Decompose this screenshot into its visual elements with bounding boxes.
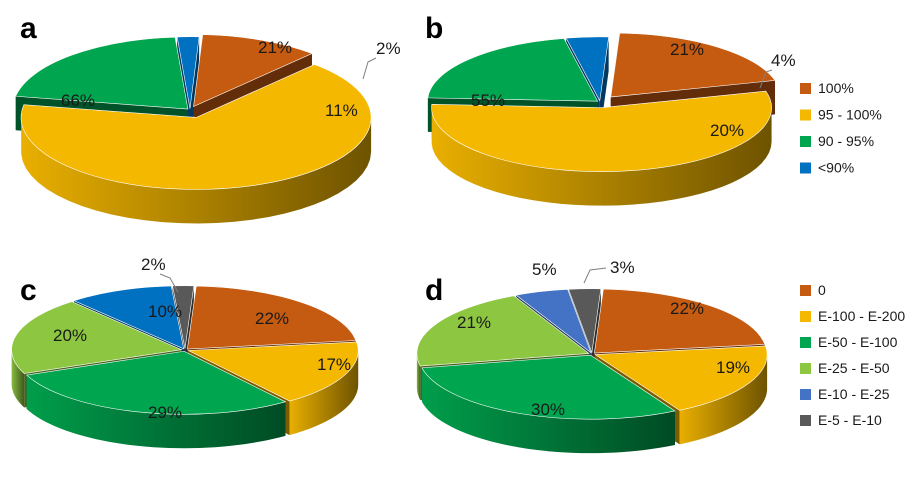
data-label: 30% bbox=[531, 400, 565, 419]
legend-top: 100% 95 - 100% 90 - 95% <90% bbox=[800, 80, 882, 176]
data-label: 2% bbox=[376, 39, 401, 58]
leader-line bbox=[759, 69, 773, 89]
data-label: 21% bbox=[457, 313, 491, 332]
data-label: 22% bbox=[670, 299, 704, 318]
legend-swatch bbox=[800, 311, 811, 322]
legend-label: E-5 - E-10 bbox=[818, 412, 882, 428]
legend-swatch bbox=[800, 285, 811, 296]
slice-side bbox=[21, 117, 372, 224]
slice-95-100- bbox=[20, 64, 372, 190]
legend-label: 100% bbox=[818, 80, 854, 96]
slice-e-10-e-25 bbox=[515, 289, 592, 354]
legend-label: <90% bbox=[818, 160, 854, 176]
panel-letter-a: a bbox=[20, 12, 37, 45]
data-label: 19% bbox=[716, 358, 750, 377]
legend-label: E-25 - E-50 bbox=[818, 360, 890, 376]
pie-chart-a: a 11% 66% 21% 2% bbox=[15, 12, 401, 224]
pie-chart-d: d 22% 19% 30% 21% 5% 3% bbox=[416, 258, 768, 454]
panel-letter-c: c bbox=[20, 274, 37, 307]
slice-side bbox=[26, 375, 286, 449]
slice-e-5-e-10 bbox=[172, 285, 195, 349]
legend-label: E-50 - E-100 bbox=[818, 334, 898, 350]
slice--90- bbox=[565, 36, 610, 102]
leader-line bbox=[159, 273, 179, 293]
data-label: 10% bbox=[148, 302, 182, 321]
legend-label: 95 - 100% bbox=[818, 107, 882, 123]
legend-swatch bbox=[800, 337, 811, 348]
slice-side bbox=[11, 350, 25, 408]
data-label: 4% bbox=[771, 51, 796, 70]
slice-90-95- bbox=[15, 36, 189, 110]
data-label: 2% bbox=[141, 255, 166, 274]
slice-90-95- bbox=[427, 38, 599, 102]
slice-e-50-e-100 bbox=[25, 350, 287, 415]
slice--90- bbox=[176, 36, 200, 109]
slice-e-5-e-10 bbox=[568, 288, 602, 353]
pie-chart-b: b 20% 55% 21% 4% bbox=[425, 12, 796, 206]
slice-0 bbox=[594, 288, 766, 354]
data-label: 66% bbox=[61, 91, 95, 110]
slice-side bbox=[431, 107, 772, 206]
slice-wall bbox=[189, 36, 200, 143]
slice-0 bbox=[187, 285, 357, 350]
data-label: 20% bbox=[53, 326, 87, 345]
slice-95-100- bbox=[431, 90, 772, 172]
pie-chart-c: c 22% 17% 29% 20% 10% 2% bbox=[11, 255, 359, 449]
data-label: 22% bbox=[255, 309, 289, 328]
data-label: 21% bbox=[258, 38, 292, 57]
legend-label: 90 - 95% bbox=[818, 133, 874, 149]
legend-swatch bbox=[800, 109, 811, 121]
slice-100- bbox=[610, 32, 776, 98]
panel-letter-b: b bbox=[425, 12, 443, 45]
slice-e-25-e-50 bbox=[11, 301, 183, 374]
panel-letter-d: d bbox=[425, 274, 443, 307]
legend-bottom: 0 E-100 - E-200 E-50 - E-100 E-25 - E-50 E-1… bbox=[800, 282, 905, 428]
data-label: 17% bbox=[317, 355, 351, 374]
data-label: 3% bbox=[610, 258, 635, 277]
legend-swatch bbox=[800, 83, 811, 94]
slice-side bbox=[421, 367, 675, 454]
data-label: 20% bbox=[710, 121, 744, 140]
slice-side bbox=[416, 353, 421, 401]
legend-swatch bbox=[800, 136, 811, 147]
data-label: 55% bbox=[471, 91, 505, 110]
legend-label: E-10 - E-25 bbox=[818, 386, 890, 402]
slice-e-25-e-50 bbox=[416, 295, 590, 367]
slice-100- bbox=[193, 34, 313, 108]
data-label: 11% bbox=[325, 101, 358, 120]
legend-swatch bbox=[800, 389, 811, 400]
legend-label: E-100 - E-200 bbox=[818, 308, 905, 324]
data-label: 21% bbox=[670, 40, 704, 59]
slice-e-50-e-100 bbox=[421, 354, 676, 420]
legend-swatch bbox=[800, 162, 811, 174]
legend-swatch bbox=[800, 415, 811, 426]
slice-e-100-e-200 bbox=[187, 341, 359, 402]
slice-side bbox=[289, 350, 359, 436]
data-label: 5% bbox=[532, 260, 557, 279]
data-label: 29% bbox=[148, 403, 182, 422]
legend-label: 0 bbox=[818, 282, 826, 298]
leader-line bbox=[583, 267, 607, 284]
legend-swatch bbox=[800, 363, 811, 374]
slice-e-10-e-25 bbox=[73, 285, 185, 350]
slice-side bbox=[679, 353, 768, 445]
leader-line bbox=[362, 57, 377, 80]
slice-e-100-e-200 bbox=[594, 345, 768, 411]
